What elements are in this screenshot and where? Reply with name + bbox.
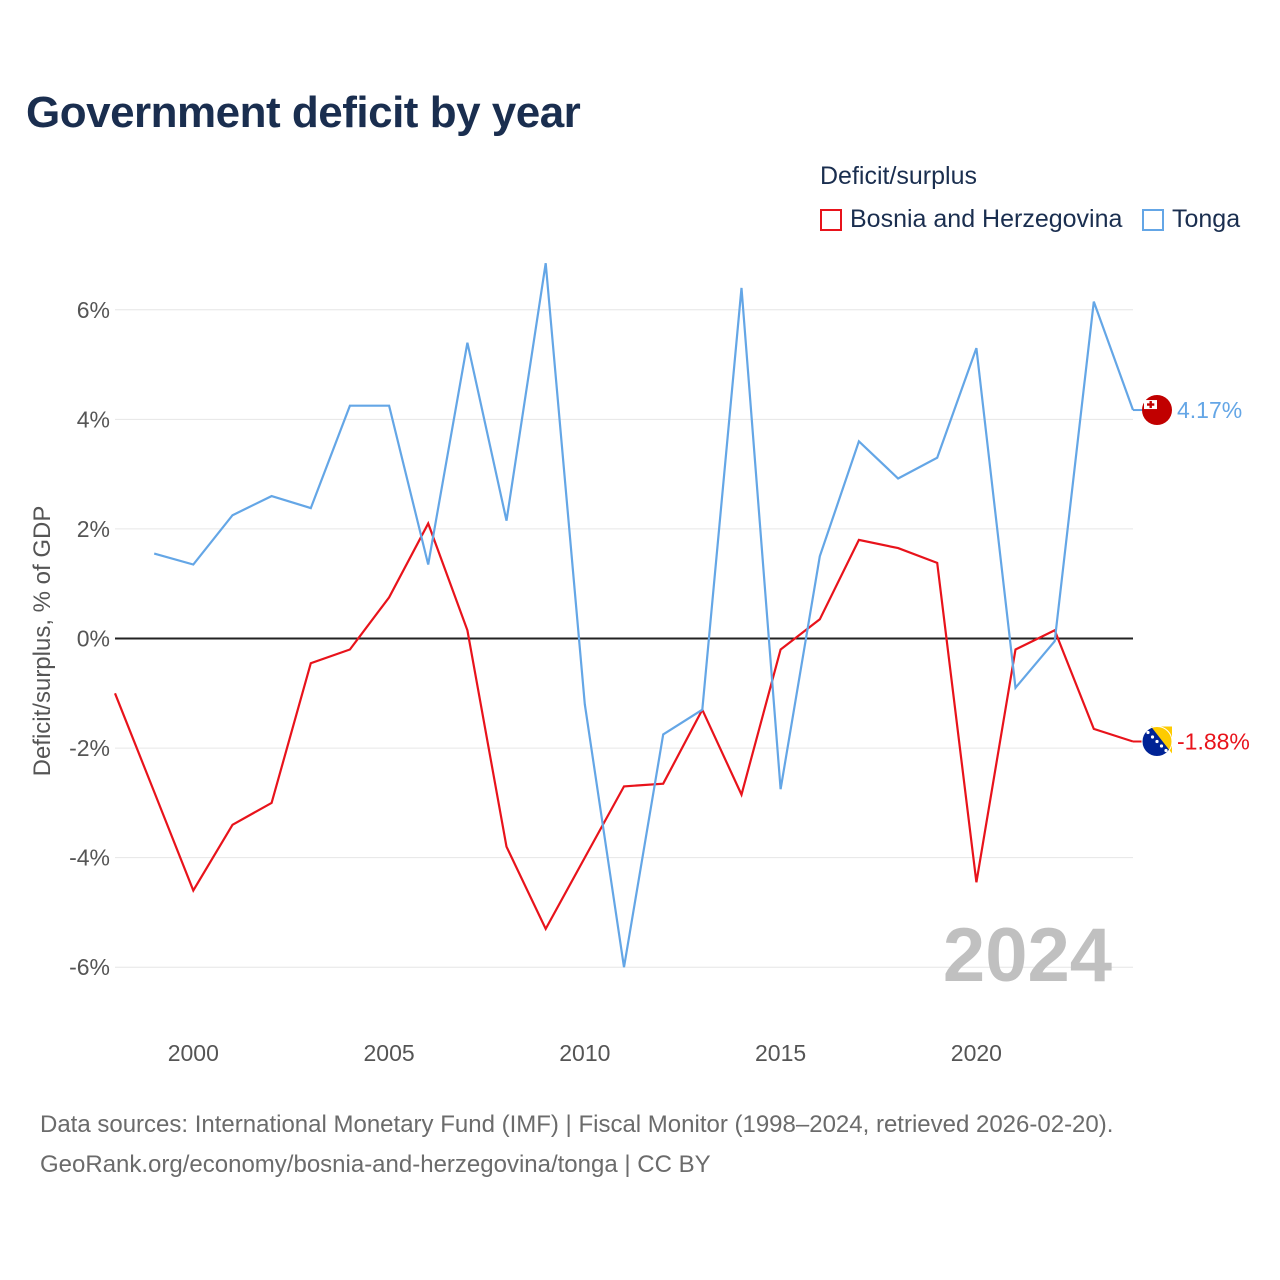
y-tick-label: -4%: [69, 845, 110, 871]
end-value-label: -1.88%: [1177, 728, 1250, 754]
legend-swatch-bosnia: [820, 208, 842, 231]
y-tick-label: 4%: [77, 406, 110, 432]
legend-item-tonga[interactable]: Tonga: [1142, 205, 1240, 234]
legend-label-tonga: Tonga: [1172, 205, 1241, 233]
line-chart: 6% 4% 2% 0% -2% -4% -6% 2000 2005 2010 2015 2020 -…: [29, 263, 1250, 1066]
bosnia-flag-icon: [1141, 725, 1173, 757]
tonga-flag-icon: [1142, 395, 1172, 426]
x-tick-label: 2020: [951, 1040, 1002, 1066]
y-tick-label: 0%: [77, 626, 110, 652]
legend-item-bosnia[interactable]: Bosnia and Herzegovina: [820, 205, 1122, 234]
end-markers: -1.88% 4.17%: [1133, 395, 1250, 757]
legend-label-bosnia: Bosnia and Herzegovina: [850, 205, 1123, 233]
data-source-text: Data sources: International Monetary Fun…: [40, 1111, 1114, 1138]
end-value-label: 4.17%: [1177, 397, 1242, 423]
y-axis-label: Deficit/surplus, % of GDP: [29, 506, 56, 777]
x-tick-label: 2005: [363, 1040, 414, 1066]
series-lines: [113, 263, 1135, 968]
series-line-bosnia[interactable]: [113, 520, 1134, 932]
x-tick-label: 2015: [755, 1040, 806, 1066]
series-line-tonga[interactable]: [153, 263, 1135, 968]
y-axis-ticks: 6% 4% 2% 0% -2% -4% -6%: [69, 297, 110, 980]
footer: Data sources: International Monetary Fun…: [40, 1105, 1113, 1185]
chart-title: Government deficit by year: [26, 88, 581, 137]
year-watermark: 2024: [942, 913, 1112, 998]
x-tick-label: 2010: [559, 1040, 610, 1066]
y-tick-label: 2%: [77, 516, 110, 542]
legend-swatch-tonga: [1142, 208, 1164, 231]
attribution-text[interactable]: GeoRank.org/economy/bosnia-and-herzegovi…: [40, 1151, 711, 1178]
y-tick-label: -2%: [69, 735, 110, 761]
y-tick-label: 6%: [77, 297, 110, 323]
x-axis-ticks: 2000 2005 2010 2015 2020: [168, 1040, 1002, 1066]
legend-title: Deficit/surplus: [820, 162, 977, 190]
x-tick-label: 2000: [168, 1040, 219, 1066]
y-tick-label: -6%: [69, 954, 110, 980]
